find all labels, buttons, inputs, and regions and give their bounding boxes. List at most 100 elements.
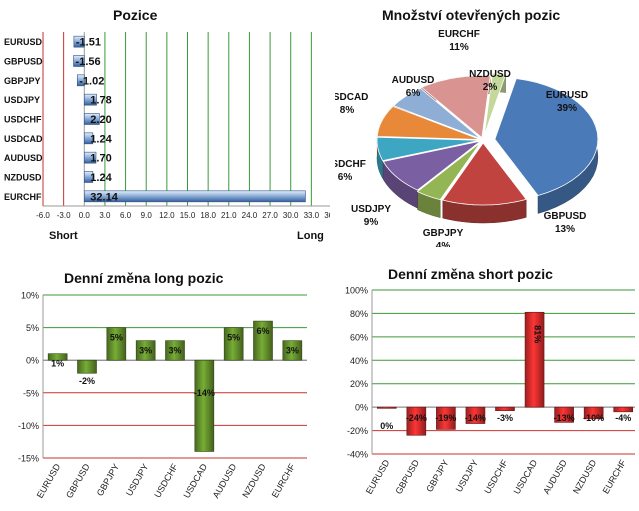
value-label: -14% (194, 388, 215, 398)
pie-slice (442, 142, 527, 206)
x-tick-label: -6.0 (36, 211, 50, 220)
pie-slice (376, 136, 481, 162)
change-bar (77, 359, 97, 374)
pie-slice (392, 88, 482, 140)
pie-slice (483, 73, 507, 136)
category-label: GBPJPY (424, 458, 450, 494)
x-tick-label: 9.0 (141, 211, 153, 220)
change-bar (465, 406, 486, 424)
pie-slice (494, 78, 599, 196)
y-tick-label: -20% (347, 426, 368, 436)
value-label: -14% (465, 413, 486, 423)
category-label: EURUSD (364, 458, 392, 496)
y-tick-label: 60% (350, 332, 368, 342)
value-label: -2% (79, 376, 95, 386)
value-label: 32.14 (90, 191, 118, 203)
value-label: 1.24 (90, 172, 112, 184)
position-bar (83, 132, 94, 145)
open-positions-pie-chart: EURUSD 39% GBPUSD 13% GBPJPY 4% USDJPY 9% USDCHF… (335, 29, 599, 247)
change-bar (106, 327, 127, 361)
x-tick-label: 18.0 (200, 211, 216, 220)
value-label: 2.20 (90, 114, 111, 126)
long-change-title: Denní změna long pozic (64, 270, 224, 286)
change-bar (282, 340, 303, 361)
slice-value-label: 8% (340, 105, 355, 116)
category-label: USDCHF (4, 115, 42, 125)
category-label: GBPUSD (4, 57, 43, 67)
slice-value-label: 6% (338, 172, 353, 183)
position-bar (83, 171, 94, 183)
value-label: -13% (554, 413, 575, 423)
position-bar (83, 113, 100, 125)
category-label: USDCAD (4, 134, 43, 144)
category-label: EURCHF (601, 458, 629, 496)
category-label: AUDUSD (4, 153, 43, 163)
value-label: 3% (286, 346, 299, 356)
slice-name-label: USDCHF (335, 159, 366, 170)
x-tick-label: 12.0 (159, 211, 175, 220)
category-label: NZDUSD (240, 462, 268, 500)
value-label: -24% (406, 413, 427, 423)
pie-slice (382, 140, 481, 191)
y-tick-label: 10% (21, 291, 39, 301)
value-label: -1.56 (76, 56, 101, 68)
y-tick-label: -10% (18, 421, 39, 431)
value-label: 5% (227, 333, 240, 343)
value-label: 81% (533, 325, 543, 343)
slice-value-label: 9% (364, 217, 379, 228)
change-bar (135, 340, 156, 361)
value-label: -4% (615, 413, 631, 423)
value-label: 1.70 (90, 153, 111, 165)
change-bar (47, 353, 68, 361)
category-label: USDCHF (482, 458, 510, 496)
pie-slice (416, 142, 481, 201)
pie-slice (420, 75, 491, 139)
x-tick-label: 3.0 (99, 211, 111, 220)
y-tick-label: 20% (350, 379, 368, 389)
short-label: Short (49, 230, 78, 242)
slice-value-label: 2% (483, 82, 498, 93)
value-label: 6% (256, 326, 269, 336)
x-tick-label: 15.0 (180, 211, 196, 220)
category-label: USDJPY (4, 95, 40, 105)
x-tick-label: 33.0 (304, 211, 320, 220)
category-label: USDCAD (181, 462, 209, 500)
x-tick-label: 36.0 (324, 211, 330, 220)
long-change-bar-chart: 10% 5% 0% -5% -10% -15% 1% EURUSD -2% GBPUSD 5% GBP… (18, 291, 307, 500)
category-label: GBPJPY (95, 462, 121, 498)
y-tick-label: -40% (347, 450, 368, 460)
slice-value-label: 13% (555, 224, 575, 235)
category-label: USDJPY (124, 462, 150, 498)
long-label: Long (297, 230, 324, 242)
x-tick-label: 24.0 (242, 211, 258, 220)
slice-name-label: USDJPY (351, 204, 391, 215)
y-tick-label: 0% (355, 403, 368, 413)
value-label: -10% (583, 413, 604, 423)
category-label: EURUSD (4, 37, 43, 47)
slice-name-label: AUDUSD (392, 75, 435, 86)
value-label: -1.51 (76, 37, 101, 49)
y-tick-label: 40% (350, 356, 368, 366)
change-bar (613, 406, 634, 413)
slice-value-label: 39% (557, 103, 577, 114)
x-tick-label: 30.0 (283, 211, 299, 220)
value-label: -19% (435, 413, 456, 423)
slice-name-label: USDCAD (335, 92, 368, 103)
x-tick-label: 21.0 (221, 211, 237, 220)
y-tick-label: 5% (26, 323, 39, 333)
change-bar (253, 320, 273, 361)
slice-value-label: 6% (406, 88, 421, 99)
position-bar (83, 190, 306, 203)
y-tick-label: 0% (26, 356, 39, 366)
change-bar (194, 359, 215, 452)
position-bar (83, 151, 97, 164)
category-label: AUDUSD (541, 458, 569, 496)
value-label: -3% (497, 413, 513, 423)
value-label: 1.24 (90, 133, 112, 145)
slice-name-label: GBPJPY (423, 228, 464, 239)
value-label: 3% (168, 346, 181, 356)
change-bar (165, 340, 185, 361)
change-bar (376, 406, 397, 409)
x-tick-label: 0.0 (79, 211, 91, 220)
y-tick-label: 80% (350, 309, 368, 319)
